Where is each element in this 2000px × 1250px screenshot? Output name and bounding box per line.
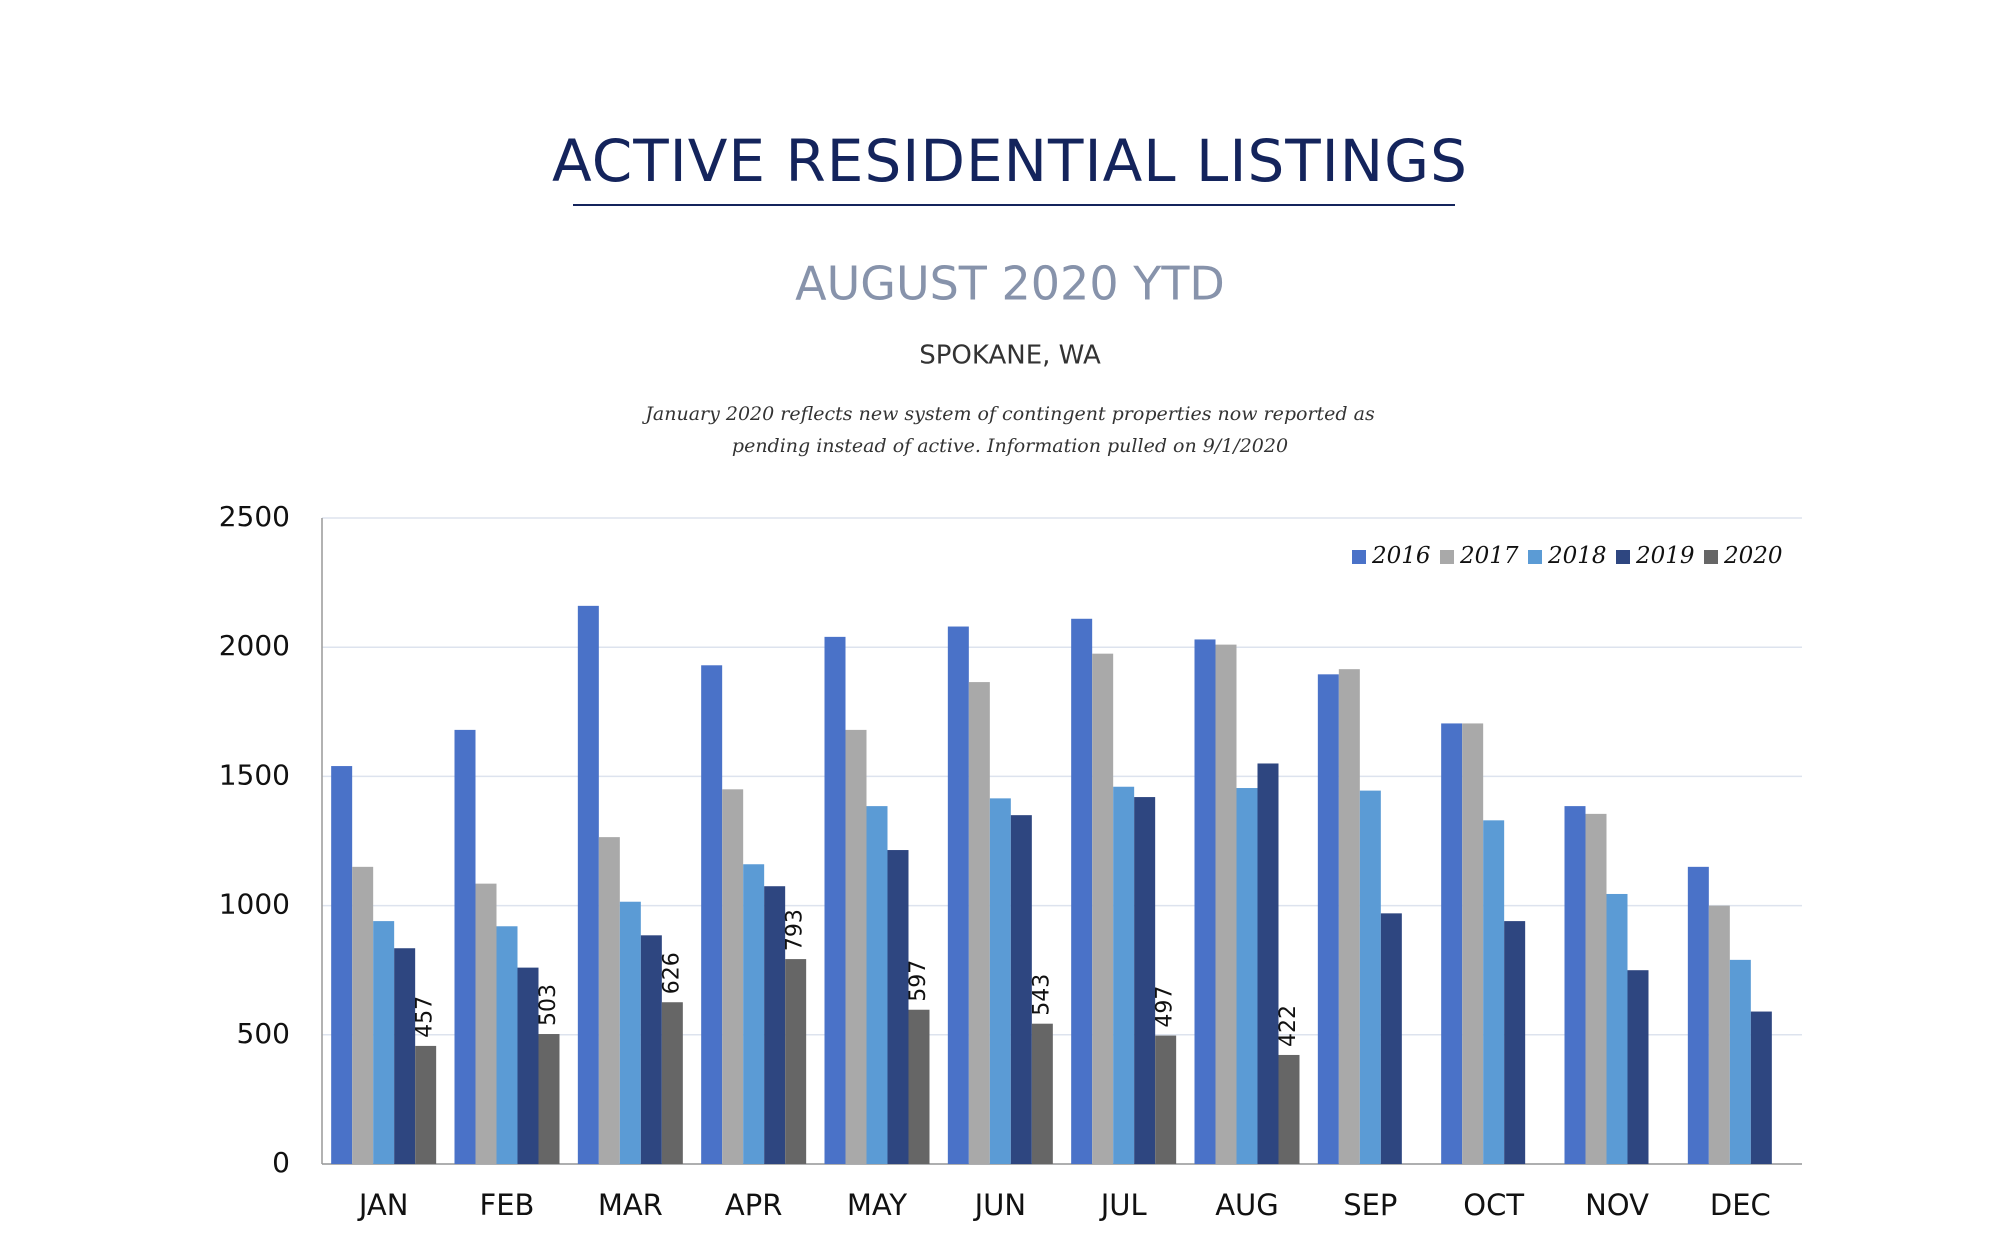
y-tick-label: 1500: [219, 758, 290, 791]
chart-title: ACTIVE RESIDENTIAL LISTINGS: [552, 127, 1468, 195]
bar: [1113, 786, 1135, 1164]
bar: [947, 626, 969, 1164]
bar: [394, 948, 416, 1164]
bar: [824, 636, 846, 1164]
bar: [352, 866, 374, 1164]
data-label: 626: [659, 952, 684, 994]
y-tick-label: 0: [272, 1146, 290, 1179]
bar: [619, 901, 641, 1164]
bar: [1155, 1035, 1177, 1164]
bar: [1441, 723, 1463, 1164]
x-tick-label: OCT: [1463, 1188, 1524, 1222]
y-tick-label: 1000: [219, 888, 290, 921]
data-label: 497: [1153, 986, 1178, 1028]
bar: [1687, 866, 1709, 1164]
bar: [496, 926, 518, 1164]
note: pending instead of active. Information p…: [732, 435, 1288, 457]
bar: [908, 1009, 930, 1164]
bar: [1338, 669, 1360, 1164]
x-tick-label: MAR: [598, 1188, 663, 1222]
legend-label: 2017: [1459, 543, 1519, 569]
bar: [743, 864, 765, 1164]
data-label: 597: [906, 960, 931, 1002]
bar: [1729, 959, 1751, 1164]
data-label: 503: [536, 984, 561, 1026]
bar: [701, 665, 723, 1164]
data-label: 543: [1029, 974, 1054, 1016]
x-tick-label: APR: [725, 1188, 782, 1222]
bar: [764, 886, 786, 1164]
x-tick-label: AUG: [1215, 1188, 1279, 1222]
x-tick-label: MAY: [847, 1188, 908, 1222]
legend-label: 2020: [1723, 543, 1783, 569]
legend-swatch: [1528, 550, 1542, 564]
bar: [538, 1034, 560, 1164]
bar: [1236, 788, 1258, 1164]
bar: [1504, 921, 1526, 1164]
bar: [640, 935, 662, 1164]
bar: [1278, 1054, 1300, 1164]
bar: [415, 1045, 437, 1164]
bar: [1708, 905, 1730, 1164]
legend-swatch: [1440, 550, 1454, 564]
y-tick-label: 2500: [219, 500, 290, 533]
bar: [598, 837, 620, 1164]
bar: [722, 789, 744, 1164]
bar: [1483, 820, 1505, 1164]
chart-subtitle: AUGUST 2020 YTD: [795, 257, 1225, 311]
bar: [517, 967, 539, 1164]
x-tick-label: SEP: [1343, 1188, 1397, 1222]
x-tick-label: FEB: [480, 1188, 535, 1222]
bar: [968, 682, 990, 1164]
bar: [866, 806, 888, 1164]
x-tick-label: JUN: [973, 1188, 1026, 1222]
legend-swatch: [1704, 550, 1718, 564]
legend-swatch: [1352, 550, 1366, 564]
legend-swatch: [1616, 550, 1630, 564]
bar: [577, 605, 599, 1164]
bar: [845, 729, 867, 1164]
bar: [1462, 723, 1484, 1164]
data-label: 793: [783, 909, 808, 951]
bar: [989, 798, 1011, 1164]
bar: [1134, 797, 1156, 1164]
bar: [1627, 970, 1649, 1164]
bar: [1071, 618, 1093, 1164]
note: January 2020 reflects new system of cont…: [641, 403, 1375, 425]
location: SPOKANE, WA: [919, 341, 1101, 371]
bar: [1010, 815, 1032, 1164]
bar: [1194, 639, 1216, 1164]
bar: [887, 850, 909, 1164]
bar: [1215, 644, 1237, 1164]
bar: [1257, 763, 1279, 1164]
legend-label: 2019: [1635, 543, 1695, 569]
bar: [785, 959, 807, 1164]
bar: [373, 921, 395, 1164]
bar: [661, 1002, 683, 1164]
y-tick-label: 500: [237, 1017, 290, 1050]
bar: [454, 729, 476, 1164]
bar: [1031, 1023, 1053, 1164]
legend-label: 2018: [1547, 543, 1607, 569]
bar: [1359, 790, 1381, 1164]
bar: [1092, 653, 1114, 1164]
x-tick-label: JAN: [357, 1188, 409, 1222]
legend-label: 2016: [1371, 543, 1431, 569]
bar: [1585, 813, 1607, 1164]
x-tick-label: JUL: [1099, 1188, 1147, 1222]
bar: [1317, 674, 1339, 1164]
bar: [475, 883, 497, 1164]
x-tick-label: NOV: [1585, 1188, 1649, 1222]
bar: [1606, 893, 1628, 1164]
bar: [1380, 913, 1402, 1164]
data-label: 457: [413, 996, 438, 1038]
data-label: 422: [1276, 1005, 1301, 1047]
bar: [331, 766, 353, 1164]
x-tick-label: DEC: [1710, 1188, 1771, 1222]
y-tick-label: 2000: [219, 629, 290, 662]
bar: [1750, 1011, 1772, 1164]
bar: [1564, 806, 1586, 1164]
